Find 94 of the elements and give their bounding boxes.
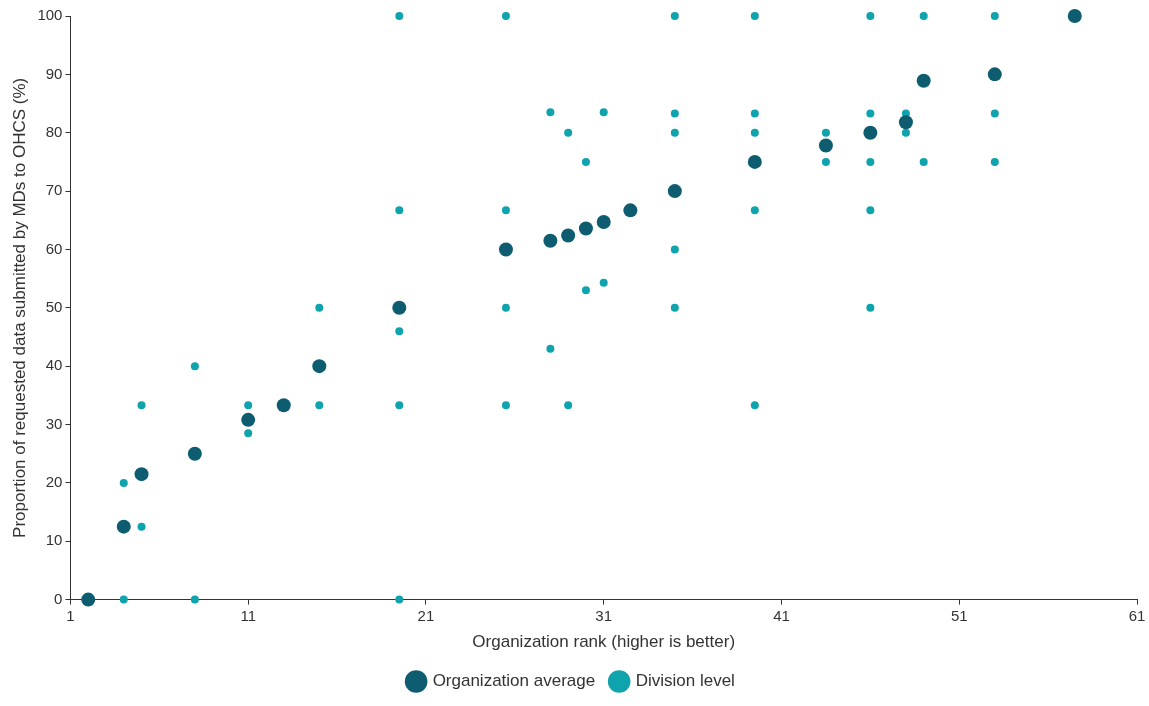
point	[134, 467, 149, 482]
legend-label: Division level	[635, 671, 735, 691]
point	[670, 12, 679, 20]
point	[395, 12, 404, 20]
point	[623, 203, 638, 218]
point	[990, 109, 999, 118]
point	[276, 398, 291, 413]
x-tick-label: 21	[417, 606, 435, 624]
point	[750, 128, 759, 137]
x-tick-label: 41	[773, 606, 790, 624]
point	[395, 595, 404, 604]
x-tick-label: 51	[950, 606, 968, 624]
point	[312, 359, 327, 374]
x-tick-label: 31	[595, 606, 613, 624]
point	[670, 245, 679, 254]
point	[244, 401, 253, 410]
point	[119, 478, 128, 487]
x-tick-label: 11	[240, 606, 256, 624]
point	[395, 206, 404, 215]
point	[750, 206, 759, 215]
point	[581, 157, 590, 166]
point	[543, 233, 558, 248]
point	[187, 446, 202, 461]
point	[670, 303, 679, 312]
y-axis-title: Proportion of requested data submitted by MDs to OHCS (%)	[9, 77, 29, 538]
x-tick-label: 1	[66, 606, 75, 624]
y-tick-label: 50	[45, 297, 63, 315]
point	[564, 401, 573, 410]
point	[546, 108, 555, 117]
point	[116, 519, 131, 534]
point	[501, 12, 510, 20]
point	[599, 108, 608, 117]
point	[501, 303, 510, 312]
point	[395, 401, 404, 410]
point	[821, 128, 830, 137]
point	[750, 401, 759, 410]
point	[599, 278, 608, 287]
x-tick-label: 61	[1128, 606, 1146, 624]
point	[137, 522, 146, 531]
point	[578, 221, 593, 236]
point	[670, 128, 679, 137]
point	[866, 157, 875, 166]
point	[866, 303, 875, 312]
point	[750, 12, 759, 20]
legend-label: Organization average	[432, 671, 596, 691]
point	[818, 138, 833, 153]
point	[987, 67, 1002, 82]
x-axis-title: Organization rank (higher is better)	[472, 632, 736, 652]
y-tick-label: 100	[37, 6, 63, 24]
y-tick-label: 30	[45, 414, 63, 432]
point	[919, 12, 928, 20]
point	[866, 12, 875, 20]
point	[501, 401, 510, 410]
point	[747, 154, 762, 169]
point	[750, 109, 759, 118]
point	[498, 242, 513, 257]
point	[898, 115, 913, 130]
point	[561, 228, 576, 243]
point	[241, 412, 256, 427]
y-tick-label: 80	[45, 122, 63, 140]
y-tick-label: 0	[54, 589, 63, 607]
y-tick-label: 40	[45, 356, 63, 374]
point	[315, 401, 324, 410]
point	[244, 429, 253, 438]
point	[137, 401, 146, 410]
point	[863, 125, 878, 140]
point	[901, 128, 910, 137]
point	[866, 206, 875, 215]
point	[596, 215, 611, 230]
point	[990, 12, 999, 20]
y-tick-label: 20	[45, 473, 63, 491]
point	[395, 327, 404, 336]
point	[581, 286, 590, 295]
point	[670, 109, 679, 118]
point	[81, 592, 96, 607]
point	[564, 128, 573, 137]
point	[190, 595, 199, 604]
point	[392, 300, 407, 315]
y-tick-label: 10	[45, 531, 63, 549]
point	[546, 344, 555, 353]
y-tick-label: 70	[45, 181, 63, 199]
y-tick-label: 90	[45, 64, 63, 82]
point	[916, 73, 931, 88]
point	[1067, 9, 1082, 23]
point	[119, 595, 128, 604]
point	[866, 109, 875, 118]
y-tick-label: 60	[45, 239, 63, 257]
point	[919, 157, 928, 166]
point	[315, 303, 324, 312]
point	[667, 184, 682, 199]
point	[190, 362, 199, 371]
point	[990, 157, 999, 166]
point	[821, 157, 830, 166]
point	[501, 206, 510, 215]
